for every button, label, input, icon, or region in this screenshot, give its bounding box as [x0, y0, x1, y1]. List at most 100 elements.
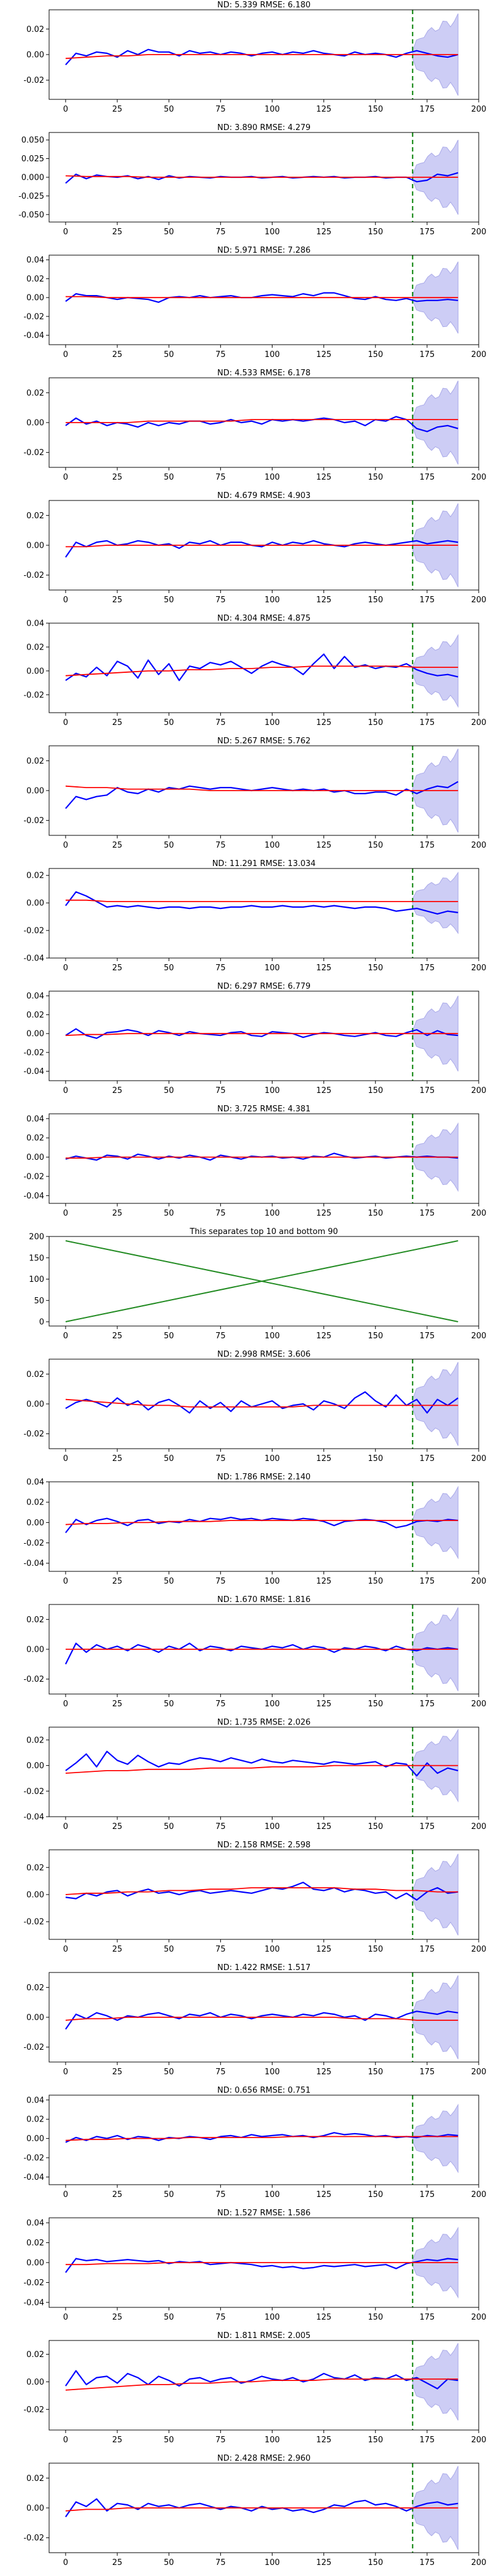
- x-tick-label: 150: [368, 1822, 383, 1831]
- x-tick-label: 50: [164, 2190, 174, 2199]
- actual-series-line: [65, 891, 458, 915]
- x-tick-label: 200: [471, 350, 487, 359]
- subplot-title: ND: 3.890 RMSE: 4.279: [217, 123, 311, 132]
- y-tick-label: -0.02: [23, 1918, 44, 1927]
- actual-series-line: [65, 2258, 458, 2273]
- predicted-series-line: [65, 2017, 458, 2021]
- x-tick-label: 125: [316, 596, 331, 605]
- subplot: ND: 0.656 RMSE: 0.751 0 25 50 75 100 125 150 175…: [23, 2086, 486, 2199]
- y-tick-label: 0.00: [26, 51, 44, 60]
- y-tick-label: 0.050: [21, 136, 44, 145]
- x-tick-label: 100: [265, 1454, 280, 1463]
- x-tick-label: 50: [164, 964, 174, 973]
- x-tick-label: 25: [112, 2068, 123, 2077]
- x-tick-label: 0: [63, 2436, 68, 2445]
- subplot-title: ND: 5.971 RMSE: 7.286: [217, 246, 311, 255]
- y-tick-label: 0.04: [26, 256, 44, 265]
- subplot-title: ND: 2.998 RMSE: 3.606: [217, 1350, 311, 1359]
- x-tick-label: 125: [316, 2313, 331, 2322]
- x-tick-label: 200: [471, 2190, 487, 2199]
- x-tick-label: 75: [215, 105, 226, 114]
- x-tick-label: 100: [265, 1822, 280, 1831]
- y-tick-label: 0.02: [26, 1370, 44, 1379]
- subplot: ND: 4.679 RMSE: 4.903 0 25 50 75 100 125 150 175…: [23, 491, 486, 605]
- y-tick-label: 0.04: [26, 2219, 44, 2228]
- subplot: ND: 4.304 RMSE: 4.875 0 25 50 75 100 125 150 175…: [23, 614, 486, 727]
- x-tick-label: 100: [265, 1577, 280, 1586]
- x-tick-label: 50: [164, 1086, 174, 1095]
- x-tick-label: 200: [471, 1332, 487, 1341]
- x-tick-label: 50: [164, 473, 174, 482]
- x-tick-label: 175: [419, 2558, 435, 2567]
- predicted-series-line: [65, 1765, 458, 1774]
- x-tick-label: 100: [265, 2068, 280, 2077]
- y-tick-label: 0.02: [26, 643, 44, 652]
- predicted-series-line: [65, 1033, 458, 1037]
- plot-frame: [48, 1481, 479, 1572]
- x-tick-label: 150: [368, 2313, 383, 2322]
- x-tick-label: 100: [265, 1209, 280, 1218]
- x-tick-label: 150: [368, 2558, 383, 2567]
- x-tick-label: 100: [265, 1332, 280, 1341]
- x-tick-label: 175: [419, 473, 435, 482]
- x-tick-label: 75: [215, 1209, 226, 1218]
- x-tick-label: 200: [471, 2436, 487, 2445]
- subplot-title: ND: 3.725 RMSE: 4.381: [217, 1105, 311, 1114]
- x-tick-label: 175: [419, 105, 435, 114]
- subplot-title: ND: 1.811 RMSE: 2.005: [217, 2331, 311, 2340]
- confidence-band: [412, 1485, 458, 1560]
- subplot: ND: 4.533 RMSE: 6.178 0 25 50 75 100 125 150 175…: [23, 369, 486, 482]
- y-tick-label: 0.00: [26, 419, 44, 428]
- actual-series-line: [65, 172, 458, 184]
- x-tick-label: 25: [112, 105, 123, 114]
- actual-series-line: [64, 2498, 458, 2518]
- confidence-band: [412, 634, 458, 708]
- y-tick-label: -0.02: [23, 927, 44, 936]
- predicted-series-line: [65, 2262, 458, 2266]
- subplot: ND: 1.811 RMSE: 2.005 0 25 50 75 100 125 150 175…: [23, 2331, 486, 2445]
- x-tick-label: 200: [471, 1209, 487, 1218]
- x-tick-label: 0: [63, 1209, 68, 1218]
- plot-frame: [48, 623, 479, 713]
- subplot-title: ND: 5.267 RMSE: 5.762: [217, 737, 311, 746]
- y-tick-label: -0.02: [23, 2534, 44, 2543]
- x-tick-label: 150: [368, 1577, 383, 1586]
- x-tick-label: 75: [215, 350, 226, 359]
- y-tick-label: 150: [29, 1254, 44, 1263]
- subplot: ND: 1.786 RMSE: 2.140 0 25 50 75 100 125 150 175…: [23, 1473, 486, 1586]
- subplot-title: ND: 11.291 RMSE: 13.034: [212, 859, 316, 868]
- subplot-title: ND: 4.533 RMSE: 6.178: [217, 369, 311, 378]
- actual-series-line: [65, 781, 458, 809]
- x-tick-label: 125: [316, 1945, 331, 1954]
- x-tick-label: 100: [265, 1945, 280, 1954]
- y-tick-label: -0.02: [23, 571, 44, 580]
- y-tick-label: -0.02: [23, 1048, 44, 1057]
- x-tick-label: 100: [265, 964, 280, 973]
- x-tick-label: 200: [471, 1454, 487, 1463]
- x-tick-label: 175: [419, 596, 435, 605]
- subplot-title: ND: 1.735 RMSE: 2.026: [217, 1718, 311, 1727]
- actual-series-line: [65, 653, 458, 681]
- x-tick-label: 0: [63, 841, 68, 850]
- y-tick-label: 0.00: [26, 899, 44, 908]
- y-tick-label: -0.025: [18, 192, 44, 201]
- x-tick-label: 200: [471, 964, 487, 973]
- subplot-title: ND: 0.656 RMSE: 0.751: [217, 2086, 311, 2095]
- confidence-band: [412, 1975, 458, 2060]
- x-tick-label: 200: [471, 105, 487, 114]
- x-tick-label: 50: [164, 1577, 174, 1586]
- y-tick-label: -0.04: [23, 1813, 44, 1822]
- y-tick-label: 0.00: [26, 1153, 44, 1162]
- x-tick-label: 25: [112, 350, 123, 359]
- x-tick-label: 100: [265, 596, 280, 605]
- x-tick-label: 25: [112, 1209, 123, 1218]
- y-tick-label: 0.00: [26, 1030, 44, 1039]
- y-tick-label: 0.00: [26, 294, 44, 303]
- subplot: ND: 5.971 RMSE: 7.286 0 25 50 75 100 125 150 175…: [23, 246, 486, 359]
- y-tick-label: -0.04: [23, 954, 44, 964]
- x-tick-label: 25: [112, 1454, 123, 1463]
- y-tick-label: 0.02: [26, 25, 44, 34]
- x-tick-label: 75: [215, 964, 226, 973]
- x-tick-label: 50: [164, 1822, 174, 1831]
- y-tick-label: 0.04: [26, 992, 44, 1001]
